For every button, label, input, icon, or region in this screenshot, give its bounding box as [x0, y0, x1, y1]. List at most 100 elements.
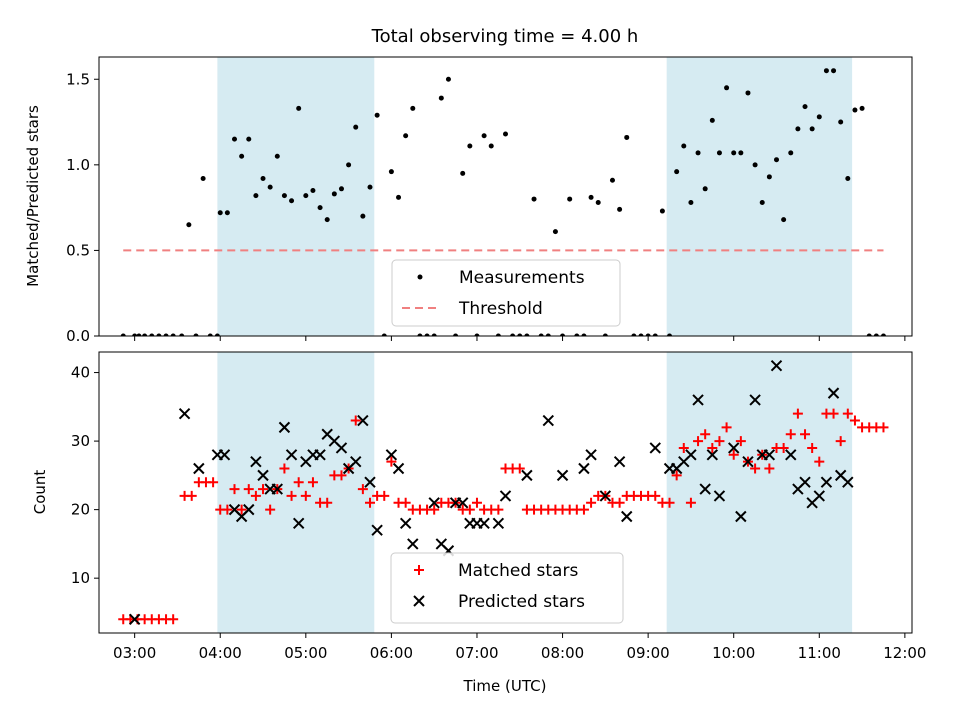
y-tick-label: 40 [71, 364, 90, 382]
measurement-point [674, 169, 680, 175]
predicted-star-point [785, 449, 797, 461]
measurement-point [324, 217, 330, 223]
predicted-star-point [257, 469, 269, 482]
matched-star-point [714, 436, 725, 447]
measurement-point [488, 143, 494, 149]
predicted-star-point [478, 517, 490, 530]
measurement-point [239, 153, 245, 159]
predicted-star-point [556, 469, 569, 482]
matched-star-point [778, 442, 789, 453]
matched-star-point [650, 490, 661, 501]
measurement-point [795, 126, 801, 132]
measurement-point [823, 68, 829, 74]
predicted-star-point [364, 476, 376, 488]
predicted-star-point [285, 449, 298, 461]
predicted-star-point [385, 449, 398, 461]
matched-star-point [307, 477, 318, 488]
x-tick-label: 05:00 [284, 644, 327, 662]
matched-star-point [186, 490, 197, 501]
matched-star-point [792, 408, 803, 419]
matched-star-point [721, 422, 732, 433]
measurement-point [667, 333, 673, 336]
measurement-point [802, 104, 808, 110]
measurement-point [310, 188, 316, 194]
measurement-point [602, 333, 608, 336]
measurement-point [453, 333, 459, 336]
measurement-point [567, 196, 573, 202]
measurement-point [346, 162, 352, 168]
matched-star-point [750, 463, 761, 474]
measurement-point [788, 150, 794, 156]
predicted-star-point [685, 449, 697, 461]
predicted-star-point [742, 455, 754, 468]
measurement-point [517, 333, 523, 336]
legend-marker-dot [417, 274, 423, 280]
predicted-star-point [357, 414, 369, 427]
measurement-point [338, 186, 344, 192]
predicted-star-point [699, 483, 711, 495]
measurement-point [595, 199, 601, 205]
predicted-star-point [813, 490, 825, 502]
matched-star-point [849, 415, 860, 426]
measurement-point [538, 333, 544, 336]
matched-star-point [842, 408, 853, 419]
matched-star-point [586, 497, 597, 508]
matched-star-point [828, 408, 839, 419]
measurement-point [880, 333, 886, 336]
measurement-point [759, 199, 765, 205]
measurement-point [731, 150, 737, 156]
measurement-point [695, 150, 701, 156]
matched-star-point [336, 470, 347, 481]
predicted-star-point [735, 510, 747, 523]
measurement-point [207, 333, 213, 336]
axes-frame [98, 56, 913, 337]
x-tick-label: 04:00 [199, 644, 242, 662]
measurement-point [200, 176, 206, 182]
measurement-point [417, 333, 423, 336]
matched-star-point [350, 415, 361, 426]
measurement-point [659, 208, 665, 214]
matched-star-point [678, 442, 689, 453]
y-tick-label: 0.0 [66, 327, 90, 345]
legend-box [390, 552, 624, 624]
predicted-star-point [407, 538, 419, 550]
measurement-point [179, 333, 185, 336]
measurement-point [873, 333, 879, 336]
measurement-point [214, 333, 220, 336]
predicted-star-point [706, 449, 719, 461]
measurement-point [510, 333, 516, 336]
predicted-star-point [457, 497, 469, 509]
measurement-point [431, 333, 437, 336]
predicted-star-point [250, 455, 262, 468]
measurement-point [149, 333, 155, 336]
measurement-point [816, 114, 822, 120]
matched-star-point [835, 436, 846, 447]
measurement-point [724, 85, 730, 91]
measurement-point [224, 210, 230, 216]
matched-star-point [168, 614, 179, 625]
measurement-point [681, 143, 687, 149]
predicted-star-point [271, 483, 283, 495]
predicted-star-point [542, 414, 554, 427]
matched-star-point [400, 497, 411, 508]
matched-star-point [614, 497, 625, 508]
measurement-point [186, 222, 192, 228]
x-axis-label: Time (UTC) [463, 677, 547, 695]
matched-star-point [265, 504, 276, 515]
measurement-point [631, 333, 637, 336]
measurement-point [781, 217, 787, 223]
y-tick-label: 1.0 [66, 156, 90, 174]
y-tick-label: 1.5 [66, 70, 90, 88]
measurement-point [524, 333, 530, 336]
predicted-star-point [749, 394, 761, 406]
measurement-point [331, 191, 337, 197]
matched-star-point [300, 490, 311, 501]
predicted-star-point [613, 455, 626, 468]
measurement-point [709, 117, 715, 123]
matched-star-point [700, 429, 711, 440]
shaded-interval-0 [217, 57, 375, 336]
matched-star-point [878, 422, 889, 433]
x-tick-label: 10:00 [712, 644, 755, 662]
chart-title: Total observing time = 4.00 h [371, 26, 639, 47]
